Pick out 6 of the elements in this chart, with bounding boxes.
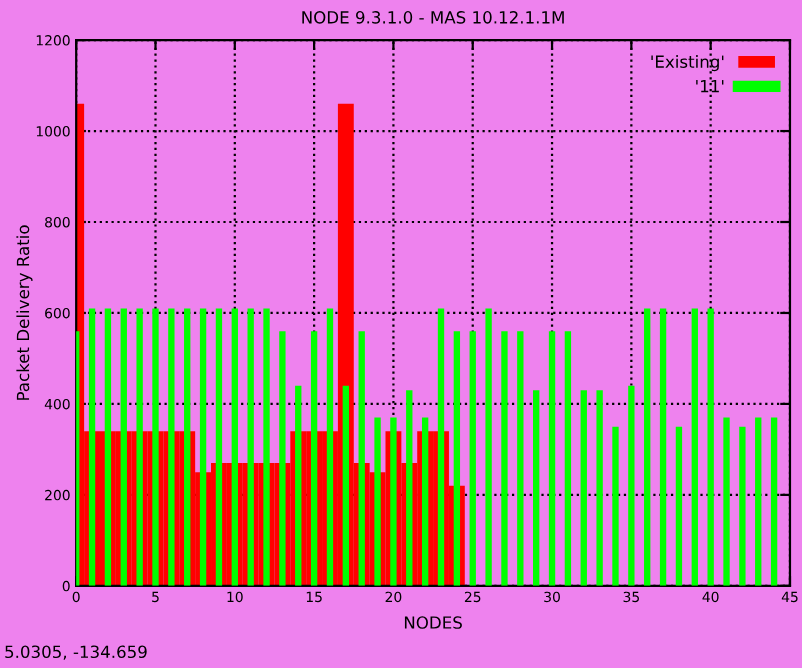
chart-title: NODE 9.3.1.0 - MAS 10.12.1.1M [302, 11, 564, 24]
text: 5.0305, -134.659 [5, 645, 147, 660]
x-axis-title: NODES [404, 616, 462, 629]
y-axis-title: Packet Delivery Ratio [16, 225, 33, 400]
legend-label: '11' [696, 80, 724, 93]
legend-label: 'Existing' [651, 55, 724, 72]
